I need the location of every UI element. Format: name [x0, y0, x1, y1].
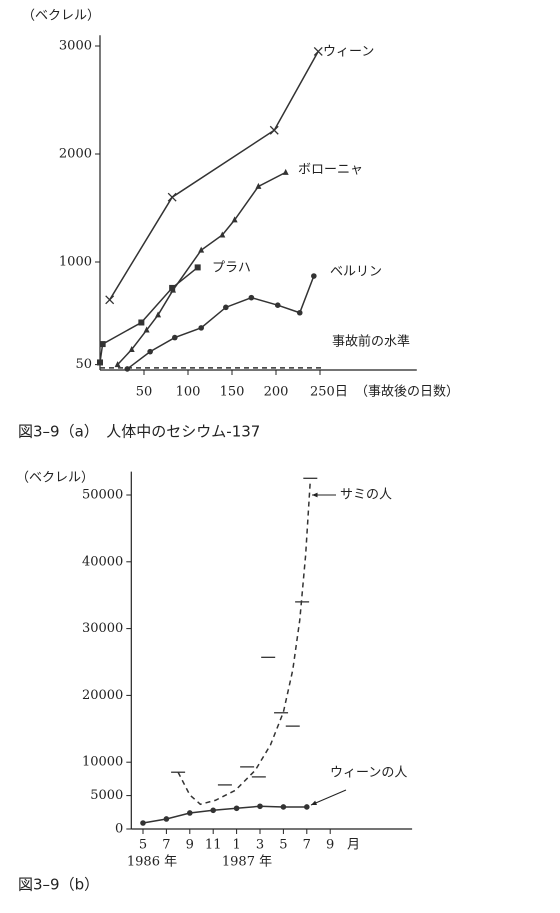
y-axis-label: （ベクレル） [22, 9, 100, 24]
x-tick-label: 200 [264, 385, 289, 400]
marker [255, 182, 262, 189]
x-tick-label: 5 [139, 838, 147, 853]
marker [155, 311, 162, 318]
y-tick-label: 50000 [82, 488, 123, 503]
x-tick-label: 9 [186, 838, 194, 853]
y-tick-label: 2000 [59, 147, 92, 162]
marker [311, 273, 317, 279]
x-tick-label: 50 [136, 385, 153, 400]
marker [128, 345, 135, 352]
series-label: ウィーン [323, 45, 374, 60]
x-tick-label: 9 [326, 838, 334, 853]
x-unit: 月 [347, 838, 360, 853]
x-axis-label: （事故後の日数） [355, 385, 459, 400]
marker [97, 359, 103, 366]
series-line [99, 266, 199, 363]
x-tick-label: 150 [220, 385, 245, 400]
x-tick-label: 7 [162, 838, 170, 853]
y-axis-label: （ベクレル） [16, 471, 94, 486]
marker [304, 804, 310, 810]
annotation: 1986 年 [127, 855, 177, 870]
y-tick-label: 1000 [59, 255, 92, 270]
marker [223, 304, 229, 311]
marker [219, 231, 226, 238]
y-tick-label: 5000 [90, 788, 123, 803]
marker [282, 168, 289, 175]
arrow-head [311, 800, 317, 805]
marker [269, 125, 279, 135]
series-label: ボローニャ [298, 163, 363, 178]
marker [99, 341, 106, 348]
x-tick-label: 1 [232, 838, 240, 853]
marker [187, 810, 193, 816]
x-tick-label: 7 [303, 838, 311, 853]
y-tick-label: 3000 [59, 39, 92, 54]
series-label: 事故前の水準 [332, 334, 410, 350]
series-label: ウィーンの人 [330, 766, 407, 781]
marker [198, 246, 205, 253]
series-line [109, 51, 319, 301]
marker [274, 302, 281, 309]
series-label: サミの人 [340, 488, 392, 503]
marker [140, 820, 146, 826]
y-tick-label: 10000 [82, 755, 123, 770]
marker [163, 816, 170, 822]
marker [105, 295, 115, 305]
marker [210, 807, 216, 814]
marker [231, 216, 238, 223]
y-tick-label: 40000 [82, 554, 123, 569]
marker [143, 326, 150, 333]
series-label: プラハ [212, 261, 251, 276]
marker [194, 264, 201, 271]
series-line [142, 805, 307, 824]
x-tick-label: 100 [176, 385, 201, 400]
y-tick-label: 30000 [82, 621, 123, 636]
arrow-head [312, 492, 318, 498]
marker [198, 325, 204, 331]
marker [257, 803, 263, 810]
series-line [117, 171, 287, 366]
marker [233, 805, 240, 812]
x-tick-label: 250日 [310, 385, 348, 400]
marker [313, 46, 323, 56]
marker [296, 309, 303, 316]
y-tick-label: 50 [75, 357, 92, 372]
y-tick-label: 20000 [82, 688, 123, 703]
annotation: 1987 年 [222, 855, 272, 870]
x-tick-label: 3 [256, 838, 264, 853]
arrow [310, 789, 347, 806]
marker [169, 284, 176, 291]
series-label: ベルリン [330, 265, 382, 280]
y-tick-label: 0 [115, 822, 123, 837]
marker [248, 294, 255, 301]
x-tick-label: 5 [279, 838, 287, 853]
caption: 図3–9（b） [18, 876, 99, 894]
marker [172, 334, 178, 341]
marker [147, 348, 153, 355]
marker [124, 366, 131, 372]
x-tick-label: 11 [205, 838, 222, 853]
marker [280, 804, 287, 810]
caption: 図3–9（a） 人体中のセシウム-137 [18, 423, 260, 441]
series-line [177, 480, 312, 806]
series-line [126, 275, 315, 370]
marker [138, 319, 145, 326]
marker [167, 192, 177, 202]
marker [114, 361, 121, 368]
